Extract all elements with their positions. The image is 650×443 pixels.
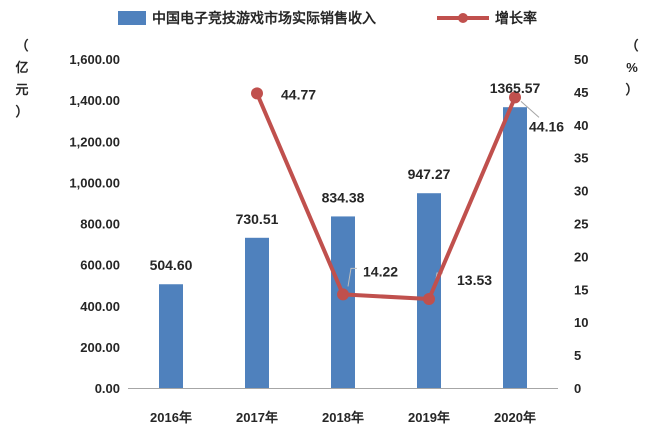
- legend: 中国电子竞技游戏市场实际销售收入 增长率: [118, 10, 537, 26]
- x-tick-label: 2019年: [408, 410, 450, 425]
- x-tick-label: 2018年: [322, 410, 364, 425]
- bar-series: [159, 107, 527, 389]
- bar-data-label: 1365.57: [490, 80, 541, 96]
- bar-data-label: 947.27: [408, 166, 451, 182]
- right-tick-label: 20: [574, 249, 588, 264]
- right-tick-label: 0: [574, 381, 581, 396]
- legend-label-line: 增长率: [495, 10, 537, 26]
- line-point: [251, 87, 263, 100]
- left-axis-ticks: 0.00 200.00 400.00 600.00 800.00 1,000.00 1,20…: [69, 52, 120, 396]
- bar: [331, 216, 355, 388]
- bar: [417, 193, 441, 388]
- right-axis-ticks: 0 5 10 15 20 25 30 35 40 45 50: [574, 52, 588, 396]
- bar: [503, 107, 527, 389]
- line-data-label: 14.22: [363, 263, 398, 279]
- right-tick-label: 45: [574, 85, 588, 100]
- left-tick-label: 600.00: [80, 258, 120, 273]
- right-tick-label: 40: [574, 118, 588, 133]
- bar-data-label: 834.38: [322, 189, 365, 205]
- right-axis-title: （%）: [625, 38, 638, 97]
- leader-line: [347, 267, 357, 287]
- line-data-label: 13.53: [457, 272, 492, 288]
- bar-data-label: 504.60: [150, 257, 193, 273]
- left-tick-label: 0.00: [95, 381, 120, 396]
- line-data-label: 44.77: [281, 86, 316, 102]
- legend-label-bar: 中国电子竞技游戏市场实际销售收入: [152, 10, 376, 26]
- bar: [159, 284, 183, 388]
- left-tick-label: 1,200.00: [69, 134, 120, 149]
- x-tick-label: 2017年: [236, 410, 278, 425]
- x-tick-label: 2020年: [494, 410, 536, 425]
- left-tick-label: 400.00: [80, 299, 120, 314]
- data-labels: 504.60 730.51 834.38 947.27 1365.57 44.77 14.2…: [150, 80, 565, 288]
- leader-line: [520, 101, 540, 118]
- right-tick-label: 35: [574, 151, 588, 166]
- line-series: [251, 87, 521, 305]
- legend-marker-line: [458, 13, 468, 23]
- left-tick-label: 1,600.00: [69, 52, 120, 67]
- bar-data-label: 730.51: [236, 211, 279, 227]
- growth-line: [255, 92, 517, 301]
- right-tick-label: 50: [574, 52, 588, 67]
- line-point: [509, 91, 521, 104]
- right-tick-label: 15: [574, 282, 588, 297]
- left-axis-title-text: （亿元）: [15, 38, 28, 119]
- left-tick-label: 1,400.00: [69, 93, 120, 108]
- right-tick-label: 10: [574, 315, 588, 330]
- x-tick-label: 2016年: [150, 410, 192, 425]
- left-tick-label: 800.00: [80, 217, 120, 232]
- left-axis-title: （亿元）: [15, 38, 28, 119]
- right-tick-label: 25: [574, 217, 588, 232]
- bar: [245, 237, 269, 388]
- line-point: [423, 292, 435, 305]
- left-tick-label: 1,000.00: [69, 175, 120, 190]
- line-data-label: 44.16: [529, 118, 564, 134]
- line-point: [337, 288, 349, 301]
- right-axis-title-text: （%）: [625, 38, 638, 97]
- right-tick-label: 5: [574, 348, 581, 363]
- left-tick-label: 200.00: [80, 340, 120, 355]
- x-axis: 2016年 2017年 2018年 2019年 2020年: [128, 388, 558, 425]
- legend-swatch-bar: [118, 11, 146, 25]
- right-tick-label: 30: [574, 184, 588, 199]
